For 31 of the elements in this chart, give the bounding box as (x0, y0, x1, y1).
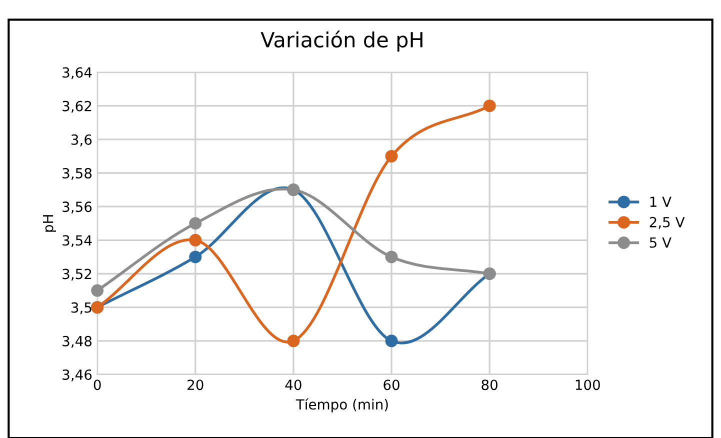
y-tick-label: 3,5 (71, 302, 92, 314)
point (385, 150, 398, 162)
x-tick-label: 40 (285, 380, 302, 390)
y-tick-label: 3,64 (62, 67, 92, 80)
y-tick-label: 3,56 (62, 202, 92, 214)
y-tick-label: 3,6 (71, 134, 92, 146)
y-tick-label: 3,52 (62, 268, 92, 281)
point (189, 217, 202, 230)
point (91, 284, 104, 297)
x-tick-label: 100 (576, 380, 600, 390)
legend-label: 1 V (650, 196, 672, 207)
point (189, 234, 202, 246)
x-tick-label: 60 (384, 380, 400, 390)
x-tick-label: 0 (94, 380, 101, 390)
y-tick-label: 3,58 (62, 168, 92, 180)
y-tick-label: 3,46 (62, 369, 92, 382)
point (287, 334, 300, 348)
point (385, 250, 398, 264)
point (189, 250, 202, 264)
y-tick-label: 3,62 (62, 100, 92, 113)
y-tick-label: 3,48 (62, 336, 92, 348)
legend-label: 5 V (650, 237, 672, 248)
point (483, 100, 496, 112)
x-axis-title: Tíempo (min) (296, 398, 388, 412)
chart-title: Variación de pH (260, 30, 422, 52)
y-axis-title: pH (42, 215, 56, 232)
y-tick-label: 3,54 (62, 235, 92, 248)
point (385, 334, 398, 348)
x-tick-label: 80 (482, 380, 498, 390)
x-tick-label: 20 (188, 380, 204, 390)
legend-label: 2,5 V (650, 216, 685, 229)
